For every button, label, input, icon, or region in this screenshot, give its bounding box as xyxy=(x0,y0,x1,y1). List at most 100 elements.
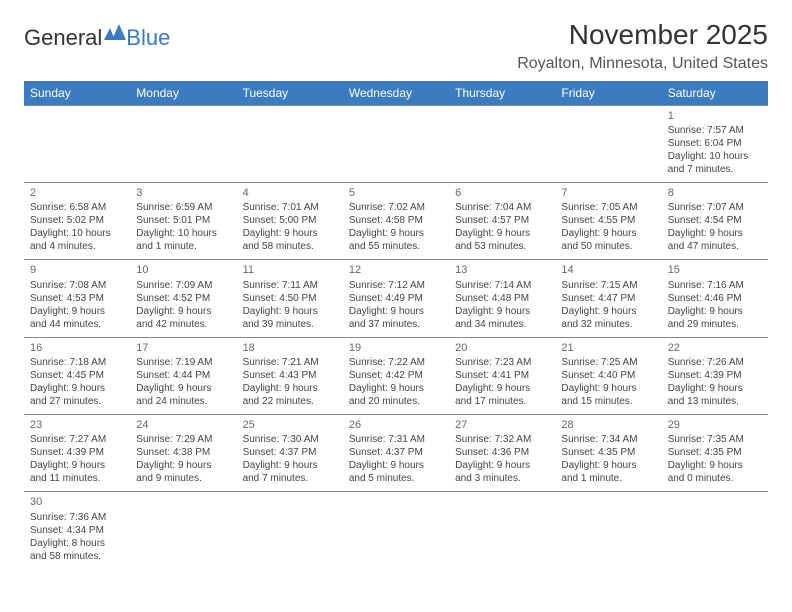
calendar-day-cell: 28Sunrise: 7:34 AMSunset: 4:35 PMDayligh… xyxy=(555,414,661,491)
sunrise-text: Sunrise: 7:12 AM xyxy=(349,279,443,292)
sunrise-text: Sunrise: 7:05 AM xyxy=(561,201,655,214)
day-number: 5 xyxy=(349,186,443,200)
day-number: 23 xyxy=(30,418,124,432)
calendar-day-cell: 20Sunrise: 7:23 AMSunset: 4:41 PMDayligh… xyxy=(449,337,555,414)
sunrise-text: Sunrise: 7:19 AM xyxy=(136,356,230,369)
calendar-day-cell: 2Sunrise: 6:58 AMSunset: 5:02 PMDaylight… xyxy=(24,183,130,260)
daylight-text: Daylight: 9 hours and 53 minutes. xyxy=(455,227,549,253)
calendar-day-cell: 1Sunrise: 7:57 AMSunset: 6:04 PMDaylight… xyxy=(662,105,768,182)
calendar-week-row: 16Sunrise: 7:18 AMSunset: 4:45 PMDayligh… xyxy=(24,337,768,414)
daylight-text: Daylight: 9 hours and 47 minutes. xyxy=(668,227,762,253)
sunrise-text: Sunrise: 7:35 AM xyxy=(668,433,762,446)
calendar-week-row: 2Sunrise: 6:58 AMSunset: 5:02 PMDaylight… xyxy=(24,183,768,260)
weekday-header: Tuesday xyxy=(237,81,343,106)
sunrise-text: Sunrise: 7:36 AM xyxy=(30,511,124,524)
calendar-day-cell: 12Sunrise: 7:12 AMSunset: 4:49 PMDayligh… xyxy=(343,260,449,337)
calendar-day-cell xyxy=(24,105,130,182)
daylight-text: Daylight: 9 hours and 15 minutes. xyxy=(561,382,655,408)
daylight-text: Daylight: 9 hours and 55 minutes. xyxy=(349,227,443,253)
calendar-day-cell xyxy=(343,105,449,182)
month-title: November 2025 xyxy=(517,20,768,51)
day-number: 18 xyxy=(243,341,337,355)
calendar-day-cell: 19Sunrise: 7:22 AMSunset: 4:42 PMDayligh… xyxy=(343,337,449,414)
calendar-day-cell xyxy=(449,492,555,569)
day-number: 17 xyxy=(136,341,230,355)
daylight-text: Daylight: 10 hours and 7 minutes. xyxy=(668,150,762,176)
calendar-week-row: 1Sunrise: 7:57 AMSunset: 6:04 PMDaylight… xyxy=(24,105,768,182)
sunrise-text: Sunrise: 6:58 AM xyxy=(30,201,124,214)
sunset-text: Sunset: 4:46 PM xyxy=(668,292,762,305)
calendar-day-cell: 23Sunrise: 7:27 AMSunset: 4:39 PMDayligh… xyxy=(24,414,130,491)
calendar-day-cell: 5Sunrise: 7:02 AMSunset: 4:58 PMDaylight… xyxy=(343,183,449,260)
calendar-day-cell xyxy=(555,492,661,569)
daylight-text: Daylight: 9 hours and 1 minute. xyxy=(561,459,655,485)
sunset-text: Sunset: 4:34 PM xyxy=(30,524,124,537)
sunset-text: Sunset: 4:39 PM xyxy=(668,369,762,382)
calendar-day-cell: 26Sunrise: 7:31 AMSunset: 4:37 PMDayligh… xyxy=(343,414,449,491)
day-number: 30 xyxy=(30,495,124,509)
calendar-day-cell: 24Sunrise: 7:29 AMSunset: 4:38 PMDayligh… xyxy=(130,414,236,491)
daylight-text: Daylight: 9 hours and 13 minutes. xyxy=(668,382,762,408)
day-number: 29 xyxy=(668,418,762,432)
daylight-text: Daylight: 9 hours and 50 minutes. xyxy=(561,227,655,253)
sunset-text: Sunset: 4:38 PM xyxy=(136,446,230,459)
daylight-text: Daylight: 8 hours and 58 minutes. xyxy=(30,537,124,563)
day-number: 6 xyxy=(455,186,549,200)
calendar-day-cell: 11Sunrise: 7:11 AMSunset: 4:50 PMDayligh… xyxy=(237,260,343,337)
weekday-header: Saturday xyxy=(662,81,768,106)
daylight-text: Daylight: 9 hours and 20 minutes. xyxy=(349,382,443,408)
daylight-text: Daylight: 9 hours and 27 minutes. xyxy=(30,382,124,408)
daylight-text: Daylight: 10 hours and 1 minute. xyxy=(136,227,230,253)
weekday-header: Monday xyxy=(130,81,236,106)
sunrise-text: Sunrise: 7:14 AM xyxy=(455,279,549,292)
sunrise-text: Sunrise: 7:16 AM xyxy=(668,279,762,292)
sunrise-text: Sunrise: 7:57 AM xyxy=(668,124,762,137)
sunrise-text: Sunrise: 7:26 AM xyxy=(668,356,762,369)
sunrise-text: Sunrise: 7:15 AM xyxy=(561,279,655,292)
daylight-text: Daylight: 9 hours and 11 minutes. xyxy=(30,459,124,485)
daylight-text: Daylight: 9 hours and 9 minutes. xyxy=(136,459,230,485)
sunrise-text: Sunrise: 7:02 AM xyxy=(349,201,443,214)
calendar-day-cell: 4Sunrise: 7:01 AMSunset: 5:00 PMDaylight… xyxy=(237,183,343,260)
calendar-day-cell: 6Sunrise: 7:04 AMSunset: 4:57 PMDaylight… xyxy=(449,183,555,260)
day-number: 15 xyxy=(668,263,762,277)
day-number: 11 xyxy=(243,263,337,277)
daylight-text: Daylight: 9 hours and 37 minutes. xyxy=(349,305,443,331)
sunrise-text: Sunrise: 7:09 AM xyxy=(136,279,230,292)
calendar-day-cell: 15 Sunrise: 7:16 AMSunset: 4:46 PMDayligh… xyxy=(662,260,768,337)
sunset-text: Sunset: 4:44 PM xyxy=(136,369,230,382)
calendar-day-cell xyxy=(237,492,343,569)
logo: General Blue xyxy=(24,24,170,51)
sunset-text: Sunset: 4:41 PM xyxy=(455,369,549,382)
weekday-header: Friday xyxy=(555,81,661,106)
day-number: 12 xyxy=(349,263,443,277)
sunset-text: Sunset: 4:35 PM xyxy=(668,446,762,459)
day-number: 27 xyxy=(455,418,549,432)
day-number: 19 xyxy=(349,341,443,355)
calendar-day-cell: 8Sunrise: 7:07 AMSunset: 4:54 PMDaylight… xyxy=(662,183,768,260)
sunset-text: Sunset: 4:48 PM xyxy=(455,292,549,305)
daylight-text: Daylight: 9 hours and 22 minutes. xyxy=(243,382,337,408)
calendar-page: General Blue November 2025 Royalton, Min… xyxy=(0,0,792,612)
calendar-week-row: 23Sunrise: 7:27 AMSunset: 4:39 PMDayligh… xyxy=(24,414,768,491)
day-number: 4 xyxy=(243,186,337,200)
sunset-text: Sunset: 4:43 PM xyxy=(243,369,337,382)
calendar-week-row: 30 Sunrise: 7:36 AMSunset: 4:34 PMDayligh… xyxy=(24,492,768,569)
daylight-text: Daylight: 9 hours and 29 minutes. xyxy=(668,305,762,331)
sunset-text: Sunset: 4:40 PM xyxy=(561,369,655,382)
calendar-header-row: SundayMondayTuesdayWednesdayThursdayFrid… xyxy=(24,81,768,106)
page-header: General Blue November 2025 Royalton, Min… xyxy=(24,20,768,73)
day-number: 2 xyxy=(30,186,124,200)
title-block: November 2025 Royalton, Minnesota, Unite… xyxy=(517,20,768,73)
sunset-text: Sunset: 4:57 PM xyxy=(455,214,549,227)
sunset-text: Sunset: 6:04 PM xyxy=(668,137,762,150)
day-number: 10 xyxy=(136,263,230,277)
daylight-text: Daylight: 9 hours and 0 minutes. xyxy=(668,459,762,485)
daylight-text: Daylight: 9 hours and 5 minutes. xyxy=(349,459,443,485)
day-number: 25 xyxy=(243,418,337,432)
day-number: 22 xyxy=(668,341,762,355)
calendar-day-cell: 7Sunrise: 7:05 AMSunset: 4:55 PMDaylight… xyxy=(555,183,661,260)
calendar-day-cell: 10Sunrise: 7:09 AMSunset: 4:52 PMDayligh… xyxy=(130,260,236,337)
calendar-day-cell: 14Sunrise: 7:15 AMSunset: 4:47 PMDayligh… xyxy=(555,260,661,337)
daylight-text: Daylight: 10 hours and 4 minutes. xyxy=(30,227,124,253)
